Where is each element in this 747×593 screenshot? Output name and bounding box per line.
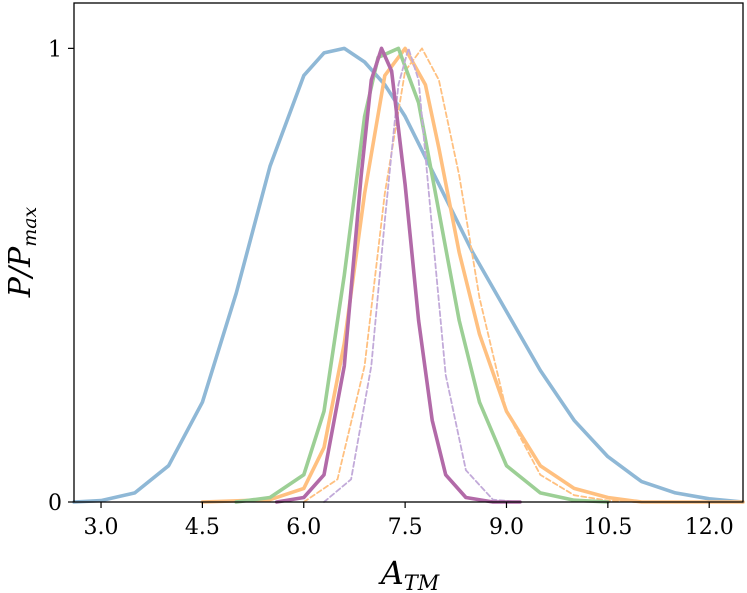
axis-ticks: 3.0 4.5 6.0 7.5 9.0 10.5 12.0 0 1: [48, 37, 734, 540]
x-tick-label: 6.0: [286, 515, 321, 540]
series-line-6: [274, 46, 522, 504]
y-tick-label: 0: [48, 491, 62, 516]
x-axis-label: ATM: [378, 554, 440, 593]
x-tick-label: 9.0: [489, 515, 524, 540]
series-line-5: [323, 47, 521, 503]
x-tick-label: 10.5: [583, 515, 632, 540]
plot-lines: [72, 46, 745, 504]
series-line-4: [234, 46, 610, 504]
x-tick-label: 7.5: [388, 515, 423, 540]
series-line-1: [72, 46, 745, 504]
x-tick-label: 12.0: [685, 515, 734, 540]
plot-frame: [73, 2, 744, 503]
series-line-2: [200, 46, 745, 504]
y-tick-label: 1: [48, 37, 62, 62]
x-tick-label: 3.0: [84, 515, 119, 540]
y-axis-label: P/Pmax: [3, 206, 41, 298]
x-tick-label: 4.5: [185, 515, 220, 540]
series-line-3: [302, 47, 643, 503]
